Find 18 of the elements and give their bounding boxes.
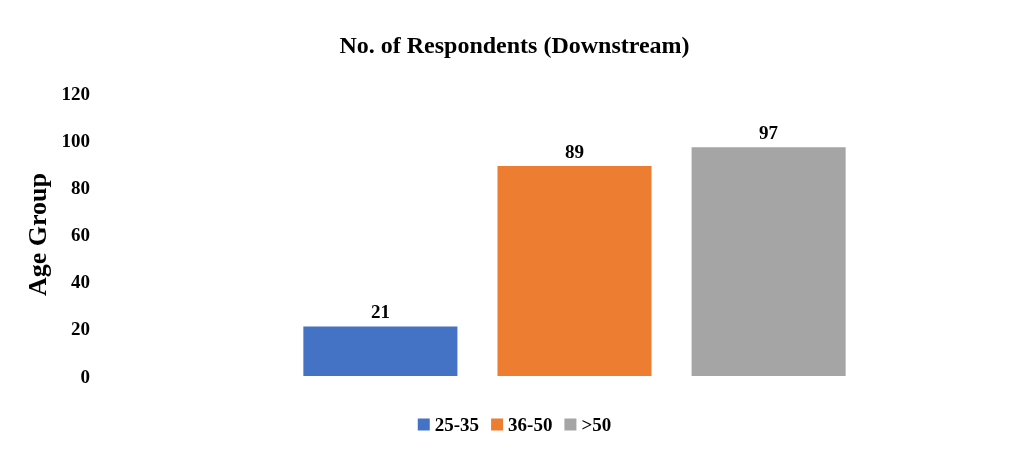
y-tick-label: 20 <box>71 318 90 340</box>
legend-label: 36-50 <box>508 414 553 435</box>
y-tick-label: 0 <box>80 365 90 387</box>
y-tick-label: 80 <box>71 176 90 198</box>
y-tick-label: 60 <box>71 224 90 245</box>
legend-label: >50 <box>581 414 612 435</box>
y-tick-label: 40 <box>71 271 90 293</box>
chart-title: No. of Respondents (Downstream) <box>339 32 690 58</box>
y-tick-label: 100 <box>61 129 90 151</box>
y-axis-title: Age Group <box>23 172 53 297</box>
legend-label: 25-35 <box>434 414 480 435</box>
data-label: 97 <box>759 122 779 144</box>
bar <box>691 147 846 376</box>
bar <box>497 166 652 376</box>
y-tick-label: 120 <box>61 82 90 104</box>
data-label: 89 <box>565 141 584 163</box>
data-label: 21 <box>370 301 390 323</box>
bar <box>303 326 458 376</box>
